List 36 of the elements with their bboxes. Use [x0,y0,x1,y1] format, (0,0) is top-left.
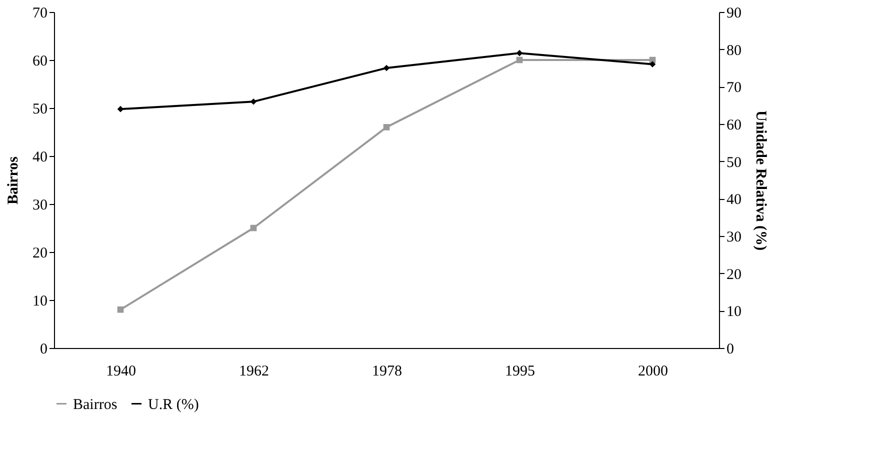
legend-label: Bairros [73,396,118,413]
point [383,64,390,72]
point [649,61,656,68]
y2-tick-label: 20 [726,266,742,283]
y-tick-label: 0 [40,342,48,358]
x-tick-label: 1978 [372,364,402,380]
point [250,224,257,232]
y2-tick-label: 60 [726,118,742,134]
y2-tick-label: 0 [726,342,734,358]
x-tick-label: 1995 [505,364,535,380]
point [516,50,523,56]
point [117,306,124,313]
point [383,124,390,130]
y2-tick-label: 30 [726,230,742,246]
y2-tick-label: 50 [726,154,742,171]
x-tick-label: 1940 [106,364,136,380]
x-tick-label: 2000 [638,364,668,380]
y-tick-label: 50 [32,102,48,118]
y-tick-label: 40 [32,150,48,166]
y-tick-label: 10 [32,294,48,310]
y2-tick-label: 80 [726,42,742,59]
legend-label: U.R (%) [148,396,199,413]
y2-axis-title: Unidade Relativa (%) [752,110,768,250]
y-tick-label: 60 [32,54,48,70]
point [516,56,523,64]
y2-tick-label: 90 [726,6,742,22]
x-tick-label: 1962 [239,364,269,380]
point [117,106,124,112]
y2-tick-label: 40 [726,192,742,208]
y-tick-label: 30 [32,198,48,214]
y-axis-title: Bairros [6,156,22,205]
y2-tick-label: 10 [726,304,742,320]
y-tick-label: 70 [32,6,48,22]
point [250,98,257,105]
y-tick-label: 20 [32,246,48,262]
y2-tick-label: 70 [726,80,742,96]
